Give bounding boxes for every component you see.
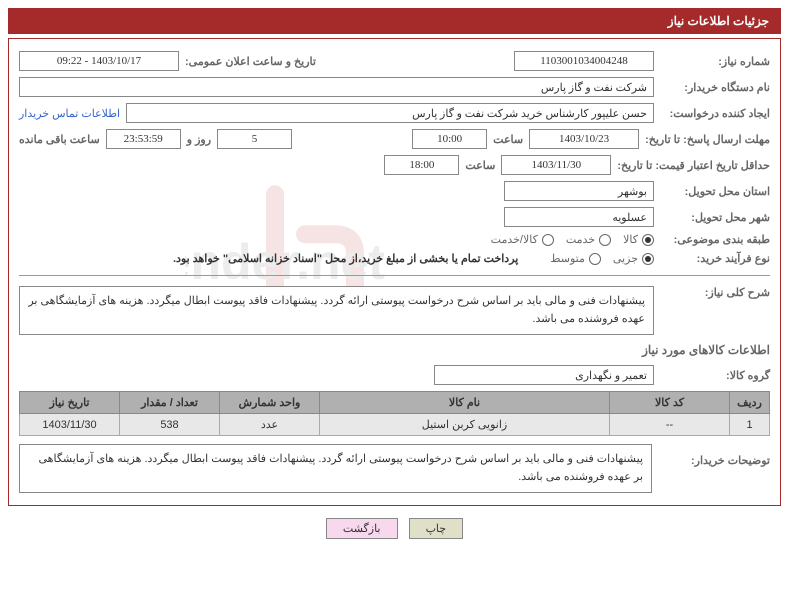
label-buyer-org: نام دستگاه خریدار: (660, 81, 770, 94)
field-requester: حسن علیپور کارشناس خرید شرکت نفت و گاز پ… (126, 103, 654, 123)
label-days-and: روز و (187, 133, 211, 146)
buyer-contact-link[interactable]: اطلاعات تماس خریدار (19, 107, 120, 120)
divider-1 (19, 275, 770, 276)
category-label-2: کالا/خدمت (491, 233, 538, 246)
back-button[interactable]: بازگشت (326, 518, 398, 539)
radio-icon (542, 234, 554, 246)
purchase-radio-group: جزیی متوسط (550, 252, 654, 265)
label-requester: ایجاد کننده درخواست: (660, 107, 770, 120)
label-purchase-type: نوع فرآیند خرید: (660, 252, 770, 265)
button-bar: چاپ بازگشت (0, 518, 789, 539)
purchase-option-0[interactable]: جزیی (613, 252, 654, 265)
field-announce-datetime: 1403/10/17 - 09:22 (19, 51, 179, 71)
label-general-desc: شرح کلی نیاز: (660, 286, 770, 299)
field-reply-date: 1403/10/23 (529, 129, 639, 149)
table-cell: عدد (220, 414, 320, 436)
page-title: جزئیات اطلاعات نیاز (668, 14, 769, 28)
label-item-group: گروه کالا: (660, 369, 770, 382)
label-time-2: ساعت (465, 159, 495, 172)
radio-icon (589, 253, 601, 265)
label-category: طبقه بندی موضوعی: (660, 233, 770, 246)
page-title-bar: جزئیات اطلاعات نیاز (8, 8, 781, 34)
field-province: بوشهر (504, 181, 654, 201)
print-button[interactable]: چاپ (409, 518, 464, 539)
category-option-1[interactable]: خدمت (566, 233, 611, 246)
field-buyer-notes: پیشنهادات فنی و مالی باید بر اساس شرح در… (19, 444, 652, 493)
purchase-option-1[interactable]: متوسط (550, 252, 601, 265)
field-time-left: 23:53:59 (106, 129, 181, 149)
payment-note: پرداخت تمام یا بخشی از مبلغ خرید،از محل … (173, 252, 518, 265)
field-general-desc: پیشنهادات فنی و مالی باید بر اساس شرح در… (19, 286, 654, 335)
field-reply-time: 10:00 (412, 129, 487, 149)
items-section-title: اطلاعات کالاهای مورد نیاز (19, 343, 770, 357)
label-req-number: شماره نیاز: (660, 55, 770, 68)
category-label-0: کالا (623, 233, 638, 246)
field-item-group: تعمیر و نگهداری (434, 365, 654, 385)
table-cell: 1 (730, 414, 770, 436)
radio-icon (642, 253, 654, 265)
category-option-0[interactable]: کالا (623, 233, 654, 246)
label-city: شهر محل تحویل: (660, 211, 770, 224)
table-header-4: تعداد / مقدار (120, 392, 220, 414)
label-time-1: ساعت (493, 133, 523, 146)
field-days-left: 5 (217, 129, 292, 149)
table-header-0: ردیف (730, 392, 770, 414)
label-remaining: ساعت باقی مانده (19, 133, 100, 146)
purchase-label-0: جزیی (613, 252, 638, 265)
radio-icon (599, 234, 611, 246)
field-quote-time: 18:00 (384, 155, 459, 175)
table-cell: زانویی کربن استیل (320, 414, 610, 436)
details-panel: شماره نیاز: 1103001034004248 تاریخ و ساع… (8, 38, 781, 506)
label-reply-deadline: مهلت ارسال پاسخ: تا تاریخ: (645, 133, 770, 146)
radio-icon (642, 234, 654, 246)
label-province: استان محل تحویل: (660, 185, 770, 198)
table-header-3: واحد شمارش (220, 392, 320, 414)
field-city: عسلویه (504, 207, 654, 227)
table-cell: -- (610, 414, 730, 436)
category-label-1: خدمت (566, 233, 595, 246)
table-header-1: کد کالا (610, 392, 730, 414)
table-row: 1--زانویی کربن استیلعدد5381403/11/30 (20, 414, 770, 436)
table-header-2: نام کالا (320, 392, 610, 414)
label-quote-validity: حداقل تاریخ اعتبار قیمت: تا تاریخ: (617, 159, 770, 172)
category-radio-group: کالا خدمت کالا/خدمت (491, 233, 654, 246)
field-buyer-org: شرکت نفت و گاز پارس (19, 77, 654, 97)
category-option-2[interactable]: کالا/خدمت (491, 233, 554, 246)
field-req-number: 1103001034004248 (514, 51, 654, 71)
table-cell: 538 (120, 414, 220, 436)
items-table: ردیفکد کالانام کالاواحد شمارشتعداد / مقد… (19, 391, 770, 436)
table-header-5: تاریخ نیاز (20, 392, 120, 414)
purchase-label-1: متوسط (550, 252, 585, 265)
label-buyer-notes: توضیحات خریدار: (660, 444, 770, 467)
field-quote-date: 1403/11/30 (501, 155, 611, 175)
label-announce-datetime: تاریخ و ساعت اعلان عمومی: (185, 55, 316, 68)
table-cell: 1403/11/30 (20, 414, 120, 436)
